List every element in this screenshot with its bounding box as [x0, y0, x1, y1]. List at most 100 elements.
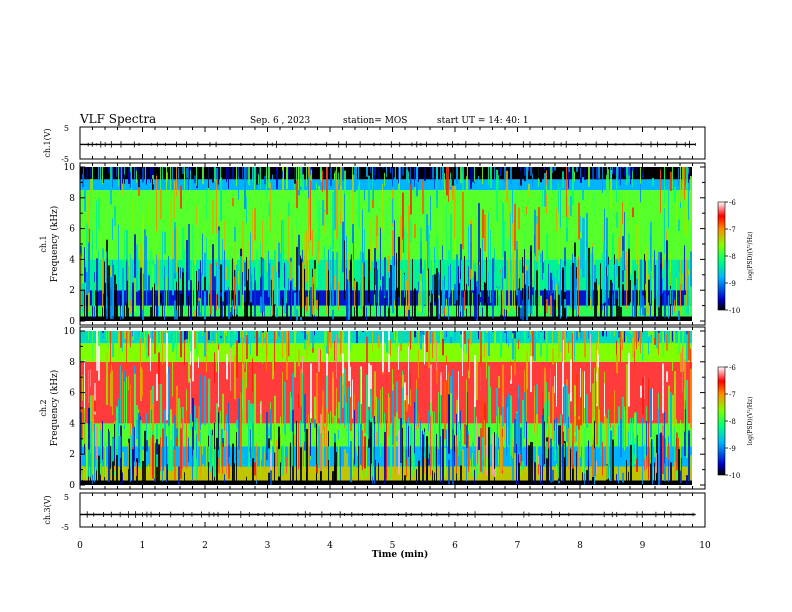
spectrogram-streak: [654, 331, 655, 339]
spectrogram-streak: [328, 167, 330, 174]
spectrogram-streak: [394, 167, 395, 178]
spectrogram-streak: [338, 430, 339, 440]
spectrogram-streak: [364, 331, 365, 339]
spectrogram-streak: [632, 432, 634, 468]
spectrogram-streak: [150, 404, 151, 454]
spectrogram-streak: [268, 472, 270, 482]
spectrogram-streak: [180, 428, 182, 479]
spectrogram-streak: [366, 167, 368, 177]
spectrogram-streak: [216, 179, 217, 234]
spectrogram-streak: [496, 169, 498, 222]
spectrogram-streak: [614, 264, 615, 305]
spectrogram-streak: [508, 197, 509, 239]
spectrogram-streak: [566, 385, 568, 443]
spectrogram-streak: [134, 277, 136, 312]
spectrogram-streak: [186, 167, 188, 169]
spectrogram-streak: [156, 167, 157, 176]
spectrogram-streak: [414, 402, 415, 454]
spectrogram-streak: [330, 245, 331, 285]
spectrogram-streak: [558, 182, 559, 213]
spectrogram-streak: [654, 250, 655, 304]
spectrogram-streak: [352, 167, 353, 181]
spectrogram-streak: [570, 196, 572, 216]
spectrogram-streak: [216, 265, 217, 290]
spectrogram-streak: [192, 331, 194, 382]
spectrogram-streak: [248, 167, 250, 186]
spectrogram-streak: [414, 454, 415, 470]
spectrogram-streak: [628, 352, 630, 407]
spectrogram-streak: [518, 181, 520, 190]
ch1-spectrogram-ylabel: Frequency (kHz): [49, 206, 60, 283]
spectrogram-streak: [270, 259, 271, 316]
spectrogram-streak: [196, 206, 197, 226]
spectrogram-streak: [124, 305, 125, 320]
spectrogram-streak: [242, 363, 244, 426]
spectrogram-streak: [690, 368, 692, 429]
spectrogram-streak: [562, 267, 564, 294]
spectrogram-streak: [98, 198, 100, 230]
spectrogram-streak: [88, 407, 90, 450]
spectrogram-streak: [278, 242, 280, 278]
spectrogram-streak: [100, 167, 101, 184]
spectrogram-streak: [276, 271, 277, 316]
spectrogram-streak: [636, 167, 637, 176]
spectrogram-streak: [550, 272, 552, 296]
time-tick-label: 1: [140, 541, 146, 551]
spectrogram-streak: [652, 278, 654, 315]
spectrogram-streak: [244, 302, 246, 317]
spectrogram-streak: [474, 201, 476, 264]
spectrogram-streak: [642, 377, 644, 415]
colorbar-tick-label: -8: [729, 418, 736, 426]
spectrogram-streak: [508, 258, 510, 312]
spectrogram-streak: [122, 452, 124, 477]
spectrogram-streak: [94, 167, 95, 168]
spectrogram-streak: [190, 167, 191, 171]
spectrogram-streak: [588, 440, 589, 484]
spectrogram-streak: [108, 244, 109, 269]
spectrogram-streak: [322, 167, 324, 171]
spectrogram-streak: [110, 167, 112, 182]
spectrogram-streak: [518, 239, 519, 289]
spectrogram-streak: [384, 297, 386, 320]
spectrogram-streak: [306, 428, 308, 483]
spectrogram-streak: [384, 257, 386, 297]
spectrogram-streak: [166, 360, 168, 421]
spectrogram-streak: [596, 460, 597, 475]
spectrogram-streak: [148, 256, 149, 274]
time-tick-label: 6: [452, 541, 458, 551]
spectrogram-streak: [242, 167, 243, 180]
spectrogram-streak: [536, 331, 538, 339]
spectrogram-streak: [274, 250, 276, 305]
spectrogram-streak: [692, 457, 693, 480]
spectrogram-streak: [94, 281, 95, 307]
spectrogram-streak: [618, 425, 619, 484]
spectrogram-streak: [128, 255, 130, 308]
spectrogram-streak: [680, 352, 682, 373]
spectrogram-streak: [342, 221, 344, 273]
time-axis-label: Time (min): [372, 549, 429, 560]
spectrogram-streak: [214, 352, 215, 384]
spectrogram-streak: [136, 167, 137, 184]
spectrogram-streak: [596, 341, 597, 373]
spectrogram-streak: [224, 291, 226, 321]
spectrogram-streak: [420, 420, 421, 451]
spectrogram-streak: [560, 183, 561, 228]
spectrogram-streak: [122, 334, 123, 352]
spectrogram-streak: [380, 331, 382, 341]
spectrogram-streak: [466, 283, 467, 305]
spectrogram-streak: [572, 262, 574, 317]
spectrogram-streak: [444, 173, 445, 216]
spectrogram-streak: [620, 331, 621, 363]
spectrogram-streak: [510, 395, 512, 456]
spectrogram-streak: [186, 392, 187, 428]
spectrogram-streak: [616, 340, 617, 358]
spectrogram-streak: [280, 167, 282, 173]
spectrogram-streak: [120, 167, 121, 191]
spectrogram-streak: [342, 373, 344, 408]
spectrogram-streak: [354, 393, 355, 427]
spectrogram-streak: [298, 331, 299, 339]
spectrogram-streak: [450, 172, 451, 187]
spectrogram-streak: [334, 415, 336, 425]
spectrogram-streak: [370, 167, 371, 174]
spectrogram-streak: [106, 352, 108, 405]
